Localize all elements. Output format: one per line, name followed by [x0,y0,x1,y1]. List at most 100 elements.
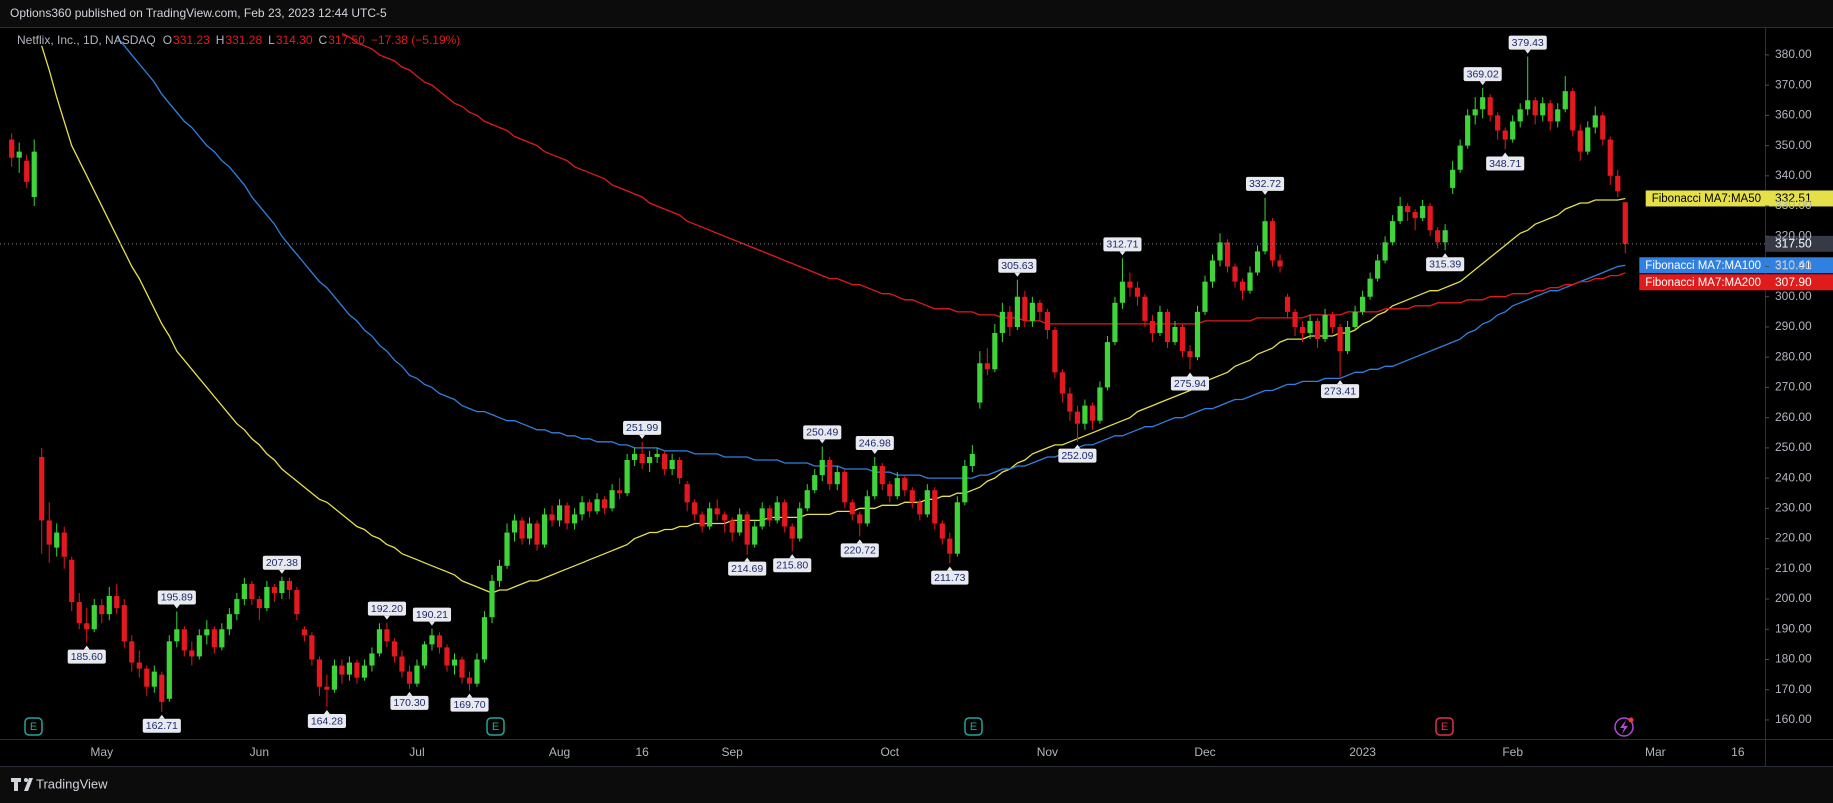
header-text: O [163,33,172,47]
moving-average-line [116,36,1626,479]
candle-body [1254,251,1261,273]
candle-body [489,580,495,618]
plot-area: 195.89 207.38 192.20 190.21 251.99 250.49 246.… [0,33,1765,733]
earnings-icon[interactable] [1435,717,1454,736]
candle-body [226,614,232,630]
extreme-label: 214.69 [728,557,767,576]
y-tick-label: 320.00 [1775,228,1812,242]
candle-body [1502,130,1508,140]
y-tick-label: 300.00 [1775,289,1812,303]
extreme-label-box [773,558,812,573]
candle-body [812,475,818,491]
candle-body [1532,100,1538,116]
extreme-label-pointer [1337,380,1344,385]
candle-body [969,453,975,467]
price-tag-label: 307.90 [1775,275,1812,289]
extreme-label-box [855,436,894,451]
price-tag-box [1765,274,1833,291]
y-tick-label: 260.00 [1775,410,1812,424]
candle-body [1007,311,1013,327]
candle-body [331,665,338,690]
candle-body [707,508,713,527]
brand-logo [11,778,33,791]
candle-body [541,514,548,545]
candle-body [1262,221,1268,252]
x-tick-label: Aug [549,745,570,759]
extreme-label: 305.63 [998,258,1037,277]
extreme-label-box [1508,35,1547,50]
extreme-label-pointer [789,554,796,559]
candle-body [1142,296,1148,321]
price-tag-box [1765,190,1833,207]
candle-body [414,665,420,684]
extreme-label-pointer [83,645,90,650]
extreme-label-box [1426,257,1465,272]
extreme-label-pointer [1502,152,1509,157]
y-tick-label: 190.00 [1775,621,1812,635]
candle-body [459,659,465,678]
extreme-label-box [1103,237,1142,252]
candle-body [939,523,945,539]
candle-body [9,139,15,158]
candle-body [421,644,428,666]
extreme-label-pointer [744,557,751,562]
extreme-label-pointer [856,539,863,544]
brand[interactable]: TradingView [11,776,108,791]
extreme-label-text: 250.49 [806,427,838,439]
candle-body [54,532,60,548]
x-tick-label: Jul [409,745,424,759]
candle-body [647,456,653,464]
extreme-label-pointer [1442,253,1449,258]
candle-body [129,641,135,663]
extreme-label-box [803,425,842,440]
earnings-icon[interactable] [24,717,43,736]
event-icon[interactable] [1614,717,1634,737]
candle-body [1337,326,1343,352]
extreme-label-text: 211.73 [934,572,965,584]
candle-body [1397,206,1403,222]
earnings-icon[interactable] [486,717,505,736]
price-tag-label: 332.51 [1775,191,1812,205]
x-tick-label: May [90,745,113,759]
extreme-label-pointer [383,615,390,620]
candle-body [677,459,683,479]
candle-body [556,505,563,521]
header-text: 331.23 [173,33,210,47]
extreme-label-text: 190.21 [416,609,448,621]
extreme-label-box [1245,176,1285,191]
earnings-icon[interactable] [964,717,983,736]
extreme-label-text: 251.99 [626,422,658,434]
candle-body [1435,230,1441,243]
extreme-label-box [450,697,489,712]
extreme-label-box [367,601,407,616]
candle-body [782,502,788,527]
candle-body [189,650,195,657]
candle-body [1555,109,1561,122]
extreme-label-text: 273.41 [1324,385,1356,397]
extreme-label-text: 214.69 [731,563,763,575]
candle-body [76,602,82,624]
legend-entry-box [1639,257,1765,274]
extreme-label: 251.99 [623,420,662,439]
candle-body [609,490,615,509]
candle-body [894,478,900,497]
candle-body [1082,405,1088,424]
candle-body [406,671,413,684]
y-tick-label: 350.00 [1775,138,1812,152]
candle-body [1067,393,1073,412]
candle-body [481,617,488,660]
candle-body [444,647,450,666]
candle-body [24,160,30,182]
header-text: −17.38 (−5.19%) [371,33,460,47]
earnings-icon-label: E [30,721,37,733]
extreme-label-text: 162.71 [146,720,178,732]
candle-body [1465,115,1471,146]
extreme-label-text: 192.20 [371,603,403,615]
extreme-label: 275.94 [1170,372,1210,391]
extreme-label-pointer [466,693,473,698]
candle-body [241,583,247,600]
candle-body [579,502,585,515]
extreme-label: 348.71 [1486,152,1525,171]
candle-body [872,466,878,497]
candle-body [534,523,540,545]
